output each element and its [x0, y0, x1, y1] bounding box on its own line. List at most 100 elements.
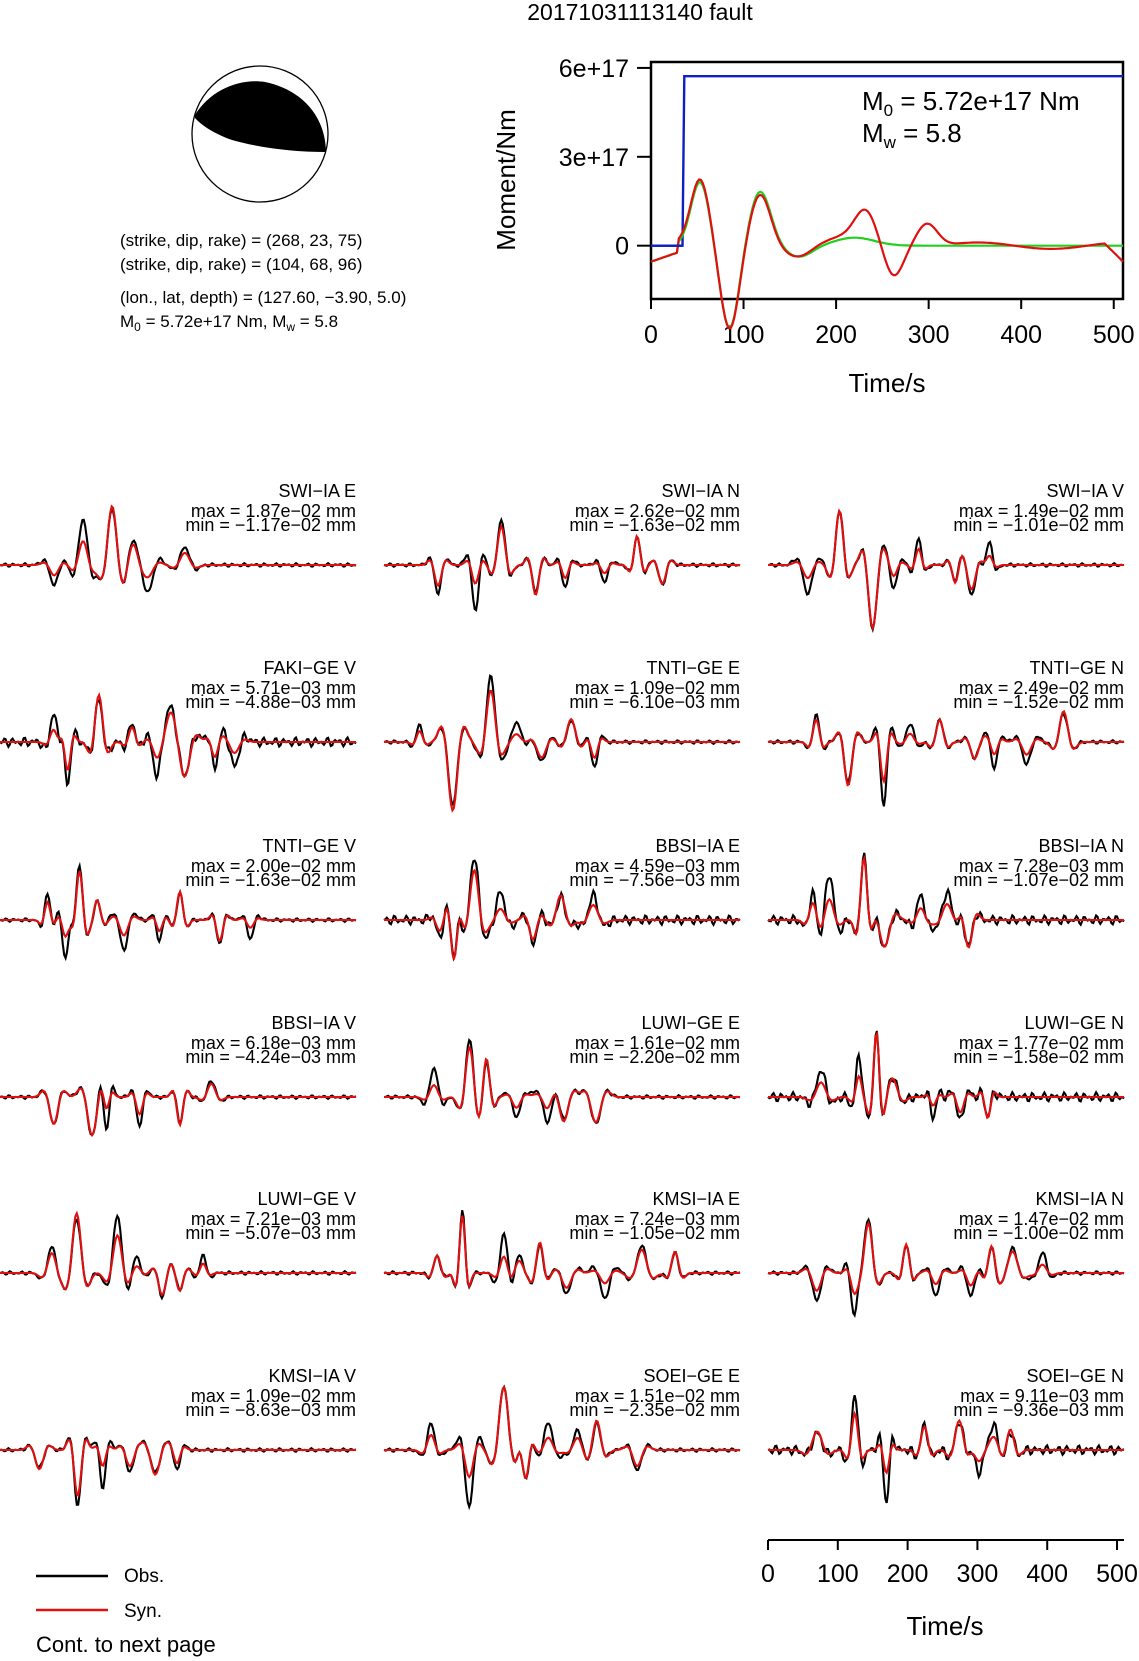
- min-amplitude: min = −7.56e−03 mm: [569, 870, 740, 890]
- moment-magnitude-line: M0 = 5.72e+17 Nm, Mw = 5.8: [120, 312, 338, 334]
- stf-x-tick-label: 0: [644, 321, 658, 349]
- min-amplitude: min = −4.24e−03 mm: [185, 1047, 356, 1067]
- min-amplitude: min = −1.01e−02 mm: [953, 515, 1124, 535]
- station-label: SWI−IA E: [278, 481, 356, 501]
- beachball: [191, 65, 329, 203]
- m0-symbol: M: [120, 312, 134, 331]
- waveform-time-axis: Time/s 0 100 200 300 400 500: [761, 1539, 1138, 1641]
- max-amplitude: max = 1.51e−02 mm: [575, 1386, 740, 1406]
- continuation-note: Cont. to next page: [36, 1632, 216, 1657]
- legend-obs-label: Obs.: [124, 1566, 164, 1587]
- max-amplitude: max = 2.62e−02 mm: [575, 501, 740, 521]
- station-label: KMSI−IA V: [268, 1366, 356, 1386]
- min-amplitude: min = −6.10e−03 mm: [569, 692, 740, 712]
- synthetic-trace: [0, 1438, 356, 1498]
- synthetic-trace: [768, 1220, 1124, 1296]
- stf-y-tick-label: 3e+17: [559, 144, 629, 172]
- min-amplitude: min = −1.00e−02 mm: [953, 1223, 1124, 1243]
- min-amplitude: min = −4.88e−03 mm: [185, 692, 356, 712]
- max-amplitude: max = 4.59e−03 mm: [575, 856, 740, 876]
- stf-x-tick-label: 400: [1000, 321, 1042, 349]
- stf-y-axis-label: Moment/Nm: [491, 109, 521, 251]
- synthetic-trace: [384, 689, 740, 813]
- nodal-plane-1: (strike, dip, rake) = (268, 23, 75): [120, 231, 362, 250]
- stf-m0-value: = 5.72e+17 Nm: [893, 86, 1079, 116]
- min-amplitude: min = −1.05e−02 mm: [569, 1223, 740, 1243]
- time-axis-tick-label: 300: [957, 1560, 999, 1588]
- observed-trace: [767, 1217, 1125, 1319]
- station-label: TNTI−GE E: [646, 658, 740, 678]
- max-amplitude: max = 2.49e−02 mm: [959, 678, 1124, 698]
- station-label: BBSI−IA E: [655, 836, 740, 856]
- max-amplitude: max = 9.11e−03 mm: [960, 1386, 1124, 1406]
- synthetic-trace: [0, 1210, 356, 1297]
- stf-y-tick-label: 0: [615, 233, 629, 261]
- synthetic-trace: [768, 854, 1124, 949]
- max-amplitude: max = 1.87e−02 mm: [191, 501, 356, 521]
- stf-mw-subscript: w: [883, 133, 897, 152]
- min-amplitude: min = −8.63e−03 mm: [185, 1400, 356, 1420]
- observed-trace: [383, 1384, 741, 1511]
- synthetic-trace: [0, 504, 356, 585]
- synthetic-trace: [384, 524, 740, 596]
- station-label: BBSI−IA V: [271, 1013, 356, 1033]
- nodal-plane-2: (strike, dip, rake) = (104, 68, 96): [120, 255, 362, 274]
- stf-x-axis: 0 100 200 300 400 500: [644, 299, 1135, 349]
- hypocenter-location: (lon., lat, depth) = (127.60, −3.90, 5.0…: [120, 288, 406, 307]
- max-amplitude: max = 1.47e−02 mm: [959, 1209, 1124, 1229]
- min-amplitude: min = −1.17e−02 mm: [185, 515, 356, 535]
- stf-x-tick-label: 100: [723, 321, 765, 349]
- station-label: LUWI−GE N: [1024, 1013, 1124, 1033]
- beachball-compressional-quadrant: [195, 81, 326, 152]
- max-amplitude: max = 1.77e−02 mm: [959, 1033, 1124, 1053]
- max-amplitude: max = 7.28e−03 mm: [959, 856, 1124, 876]
- time-axis-tick-label: 0: [761, 1560, 775, 1588]
- max-amplitude: max = 5.71e−03 mm: [191, 678, 356, 698]
- max-amplitude: max = 1.61e−02 mm: [575, 1033, 740, 1053]
- min-amplitude: min = −5.07e−03 mm: [185, 1223, 356, 1243]
- min-amplitude: min = −1.63e−02 mm: [185, 870, 356, 890]
- min-amplitude: min = −9.36e−03 mm: [953, 1400, 1124, 1420]
- stf-x-axis-label: Time/s: [848, 368, 925, 398]
- station-label: SOEI−GE E: [643, 1366, 740, 1386]
- mw-value: = 5.8: [295, 312, 338, 331]
- synthetic-trace: [0, 1082, 356, 1138]
- figure-title: 20171031113140 fault: [527, 0, 753, 25]
- stf-y-tick-label: 6e+17: [559, 55, 629, 83]
- station-label: SWI−IA V: [1046, 481, 1124, 501]
- stf-mw-symbol: M: [862, 118, 884, 148]
- station-label: TNTI−GE V: [262, 836, 356, 856]
- max-amplitude: max = 6.18e−03 mm: [191, 1033, 356, 1053]
- max-amplitude: max = 1.09e−02 mm: [575, 678, 740, 698]
- m0-value: = 5.72e+17 Nm, M: [141, 312, 287, 331]
- min-amplitude: min = −1.58e−02 mm: [953, 1047, 1124, 1067]
- synthetic-trace: [384, 868, 740, 960]
- max-amplitude: max = 1.09e−02 mm: [191, 1386, 356, 1406]
- station-label: BBSI−IA N: [1038, 836, 1124, 856]
- observed-trace: [767, 852, 1125, 947]
- legend-syn-label: Syn.: [124, 1601, 162, 1622]
- time-axis-tick-label: 400: [1026, 1560, 1068, 1588]
- min-amplitude: min = −2.35e−02 mm: [569, 1400, 740, 1420]
- synthetic-trace: [768, 1030, 1124, 1120]
- synthetic-trace: [768, 1410, 1124, 1475]
- time-axis-tick-label: 200: [887, 1560, 929, 1588]
- time-axis-tick-label: 100: [817, 1560, 859, 1588]
- station-label: KMSI−IA N: [1035, 1189, 1124, 1209]
